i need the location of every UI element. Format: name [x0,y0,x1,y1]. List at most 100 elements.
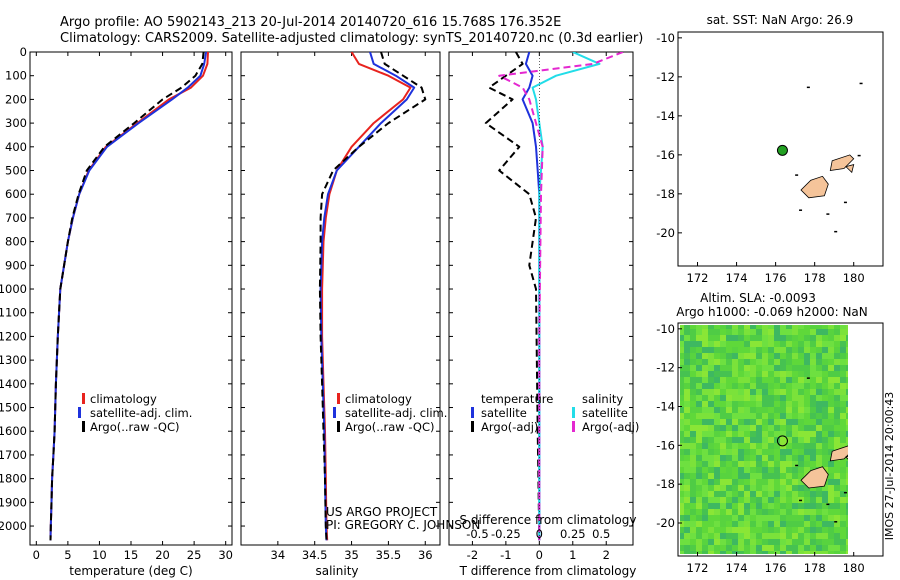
sla-cell [792,551,799,554]
sla-cell [708,443,715,450]
sla-cell [684,455,691,462]
sla-cell [774,425,781,432]
sla-cell [768,329,775,336]
sla-cell [804,485,811,492]
sla-cell [762,467,769,474]
sla-cell [714,431,721,438]
x-tick-label: 2 [603,548,610,562]
sla-cell [680,449,685,456]
sla-cell [864,539,870,545]
sla-cell [726,491,733,498]
sla-cell [828,413,835,420]
sla-cell [852,347,858,353]
sla-cell [840,479,847,486]
sla-cell [846,533,848,540]
sla-cell [702,455,709,462]
sla-cell [684,503,691,510]
sla-cell [750,491,757,498]
sla-cell [744,551,751,554]
sla-cell [846,437,848,444]
sla-cell [792,533,799,540]
sla-cell [714,449,721,456]
sla-cell [720,413,727,420]
sla-cell [774,389,781,396]
sla-cell [714,359,721,366]
sla-cell [810,551,817,554]
sla-cell [726,455,733,462]
sla-cell [680,491,685,498]
sla-cell [708,325,715,330]
sla-cell [696,521,703,528]
sla-cell [732,443,739,450]
sla-cell [864,395,870,401]
sla-cell [690,497,697,504]
x-tick-label: 34 [271,548,286,562]
sla-cell [852,545,858,551]
sla-cell [816,521,823,528]
sla-cell [774,473,781,480]
y-tick-label: -10 [656,322,675,336]
sla-cell [870,461,876,467]
sla-cell [834,503,841,510]
sla-cell [846,353,848,360]
sla-cell [786,425,793,432]
sla-cell [696,491,703,498]
sla-cell [780,521,787,528]
sla-cell [762,551,769,554]
sla-cell [828,329,835,336]
sla-cell [864,515,870,521]
sla-cell [780,431,787,438]
sla-cell [864,419,870,425]
sla-cell [732,479,739,486]
sla-cell [804,347,811,354]
sla-cell [696,359,703,366]
sla-cell [762,395,769,402]
sla-cell [750,461,757,468]
sla-cell [756,539,763,546]
sla-cell [774,431,781,438]
sla-cell [864,335,870,341]
sla-cell [690,479,697,486]
sla-cell [768,485,775,492]
sla-cell [810,401,817,408]
sla-cell [756,491,763,498]
sla-cell [684,443,691,450]
sla-cell [768,455,775,462]
sla-cell [726,425,733,432]
sla-cell [846,371,848,378]
sla-cell [732,353,739,360]
sla-cell [726,479,733,486]
sla-cell [702,347,709,354]
sla-cell [726,443,733,450]
sla-cell [858,485,864,491]
sla-cell [702,359,709,366]
sla-cell [792,413,799,420]
sla-cell [714,353,721,360]
sla-cell [696,467,703,474]
sla-cell [834,533,841,540]
sla-cell [780,329,787,336]
sla-cell [810,503,817,510]
sla-cell [816,449,823,456]
sla-cell [810,359,817,366]
sla-cell [804,545,811,552]
sla-cell [684,383,691,390]
sla-cell [684,497,691,504]
sla-cell [780,485,787,492]
sla-cell [684,365,691,372]
y-tick-label: 300 [5,116,27,130]
sla-cell [876,461,882,467]
sla-cell [750,359,757,366]
difference-xlabel-top: S difference from climatology [460,513,637,527]
sla-cell [690,325,697,330]
sla-cell [798,407,805,414]
sla-cell [864,389,870,395]
sla-cell [774,359,781,366]
sla-cell [720,419,727,426]
sla-cell [828,419,835,426]
sla-cell [846,389,848,396]
sla-cell [720,389,727,396]
sla-cell [714,545,721,552]
sla-cell [750,539,757,546]
sla-cell [680,407,685,414]
